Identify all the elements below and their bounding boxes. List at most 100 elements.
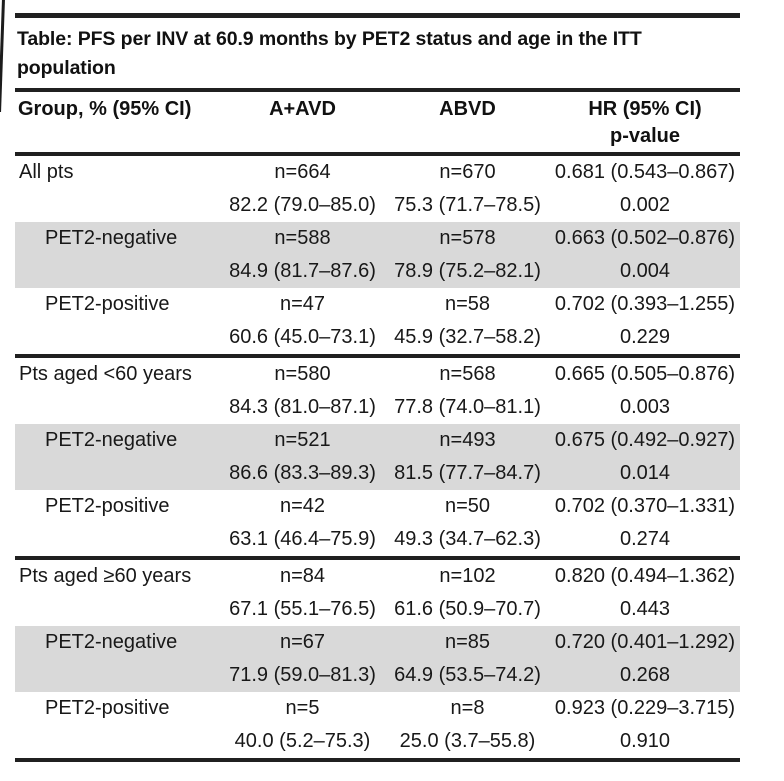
- cell-n-abvd: n=493: [385, 424, 550, 457]
- col-header-a-avd: A+AVD: [220, 92, 385, 156]
- cell-hr: 0.702 (0.370–1.331): [554, 495, 736, 517]
- cell-pct-aavd: 40.0 (5.2–75.3): [220, 725, 385, 762]
- cell-pct-aavd: 84.9 (81.7–87.6): [220, 255, 385, 288]
- table-row: PET2-negative n=588 n=578 0.663 (0.502–0…: [15, 222, 740, 255]
- cell-p-value: 0.910: [550, 725, 740, 762]
- cell-pct-aavd: 67.1 (55.1–76.5): [229, 598, 376, 620]
- cell-p-value: 0.002: [619, 194, 671, 216]
- cell-n-aavd: n=84: [220, 556, 385, 593]
- table-title: Table: PFS per INV at 60.9 months by PET…: [15, 18, 740, 88]
- top-rule: [15, 13, 740, 18]
- cell-pct-aavd: 71.9 (59.0–81.3): [220, 659, 385, 692]
- cell-n-aavd: n=521: [220, 424, 385, 457]
- cell-pct-abvd: 78.9 (75.2–82.1): [385, 255, 550, 288]
- cell-group: All pts: [19, 161, 74, 183]
- cell-pct-abvd: 61.6 (50.9–70.7): [394, 598, 541, 620]
- table-row: 86.6 (83.3–89.3) 81.5 (77.7–84.7) 0.014: [15, 457, 740, 490]
- table-row: All pts n=664 n=670 0.681 (0.543–0.867): [15, 154, 740, 189]
- cell-group-empty: [15, 593, 220, 626]
- cell-hr: 0.681 (0.543–0.867): [554, 161, 736, 183]
- cell-n-abvd: n=8: [450, 697, 485, 719]
- scan-edge-artifact: [0, 0, 5, 112]
- table-row: 60.6 (45.0–73.1) 45.9 (32.7–58.2) 0.229: [15, 321, 740, 356]
- cell-hr: 0.820 (0.494–1.362): [550, 556, 740, 593]
- cell-n-aavd: n=5: [285, 697, 320, 719]
- cell-pct-abvd: 75.3 (71.7–78.5): [394, 194, 541, 216]
- cell-hr: 0.675 (0.492–0.927): [550, 424, 740, 457]
- cell-p-value: 0.229: [619, 326, 671, 348]
- header-row: Group, % (95% CI) A+AVD ABVD HR (95% CI)…: [15, 92, 740, 156]
- table-row: PET2-negative n=67 n=85 0.720 (0.401–1.2…: [15, 626, 740, 659]
- cell-n-abvd: n=568: [385, 354, 550, 391]
- cell-pct-abvd: 45.9 (32.7–58.2): [394, 326, 541, 348]
- table-row: 82.2 (79.0–85.0) 75.3 (71.7–78.5) 0.002: [15, 189, 740, 222]
- table-row: 84.3 (81.0–87.1) 77.8 (74.0–81.1) 0.003: [15, 391, 740, 424]
- cell-group-empty: [15, 321, 220, 356]
- cell-pct-abvd: 64.9 (53.5–74.2): [385, 659, 550, 692]
- cell-pct-aavd: 63.1 (46.4–75.9): [229, 528, 376, 550]
- table-row: 84.9 (81.7–87.6) 78.9 (75.2–82.1) 0.004: [15, 255, 740, 288]
- cell-n-abvd: n=58: [444, 293, 491, 315]
- cell-group: Pts aged <60 years: [15, 354, 220, 391]
- cell-hr: 0.663 (0.502–0.876): [550, 222, 740, 255]
- table-row: 67.1 (55.1–76.5) 61.6 (50.9–70.7) 0.443: [15, 593, 740, 626]
- table-row: 40.0 (5.2–75.3) 25.0 (3.7–55.8) 0.910: [15, 725, 740, 762]
- cell-group: PET2-positive: [45, 293, 170, 315]
- cell-group: Pts aged ≥60 years: [15, 556, 220, 593]
- cell-n-aavd: n=580: [220, 354, 385, 391]
- col-header-hr-line2: p-value: [609, 125, 681, 147]
- col-header-hr: HR (95% CI) p-value: [550, 92, 740, 156]
- cell-n-abvd: n=102: [385, 556, 550, 593]
- cell-group-empty: [15, 391, 220, 424]
- cell-n-aavd: n=588: [220, 222, 385, 255]
- cell-n-abvd: n=670: [439, 161, 496, 183]
- table-row: 63.1 (46.4–75.9) 49.3 (34.7–62.3) 0.274: [15, 523, 740, 558]
- cell-hr: 0.665 (0.505–0.876): [550, 354, 740, 391]
- cell-group-empty: [15, 725, 220, 762]
- cell-pct-abvd: 49.3 (34.7–62.3): [394, 528, 541, 550]
- cell-pct-abvd: 81.5 (77.7–84.7): [385, 457, 550, 490]
- cell-hr: 0.702 (0.393–1.255): [554, 293, 736, 315]
- col-header-abvd: ABVD: [385, 92, 550, 156]
- cell-group: PET2-negative: [15, 626, 220, 659]
- cell-hr: 0.720 (0.401–1.292): [550, 626, 740, 659]
- cell-group-empty: [15, 189, 220, 222]
- cell-n-aavd: n=67: [220, 626, 385, 659]
- cell-p-value: 0.004: [550, 255, 740, 288]
- table-row: Pts aged ≥60 years n=84 n=102 0.820 (0.4…: [15, 556, 740, 593]
- cell-p-value: 0.268: [550, 659, 740, 692]
- table-body: All pts n=664 n=670 0.681 (0.543–0.867) …: [15, 154, 740, 762]
- cell-n-abvd: n=50: [444, 495, 491, 517]
- cell-pct-abvd: 77.8 (74.0–81.1): [394, 396, 541, 418]
- cell-p-value: 0.014: [550, 457, 740, 490]
- cell-p-value: 0.003: [619, 396, 671, 418]
- cell-n-aavd: n=42: [279, 495, 326, 517]
- cell-hr: 0.923 (0.229–3.715): [554, 697, 736, 719]
- cell-group: PET2-negative: [15, 222, 220, 255]
- table-row: PET2-negative n=521 n=493 0.675 (0.492–0…: [15, 424, 740, 457]
- table-row: 71.9 (59.0–81.3) 64.9 (53.5–74.2) 0.268: [15, 659, 740, 692]
- title-divider-rule: [15, 88, 740, 92]
- cell-group-empty: [15, 659, 220, 692]
- table-row: PET2-positive n=5 n=8 0.923 (0.229–3.715…: [15, 692, 740, 725]
- pfs-results-table: Group, % (95% CI) A+AVD ABVD HR (95% CI)…: [15, 92, 740, 762]
- cell-n-abvd: n=578: [385, 222, 550, 255]
- cell-n-abvd: n=85: [385, 626, 550, 659]
- cell-n-aavd: n=664: [274, 161, 331, 183]
- cell-p-value: 0.443: [619, 598, 671, 620]
- table-title-line2: population: [17, 57, 116, 79]
- table-row: PET2-positive n=47 n=58 0.702 (0.393–1.2…: [15, 288, 740, 321]
- col-header-group: Group, % (95% CI): [15, 92, 220, 156]
- table-header: Group, % (95% CI) A+AVD ABVD HR (95% CI)…: [15, 92, 740, 156]
- table-container: Table: PFS per INV at 60.9 months by PET…: [15, 13, 740, 762]
- cell-group: PET2-positive: [45, 697, 170, 719]
- cell-pct-aavd: 82.2 (79.0–85.0): [229, 194, 376, 216]
- table-row: PET2-positive n=42 n=50 0.702 (0.370–1.3…: [15, 490, 740, 523]
- cell-n-aavd: n=47: [279, 293, 326, 315]
- cell-group-empty: [15, 255, 220, 288]
- cell-group: PET2-negative: [15, 424, 220, 457]
- cell-pct-aavd: 60.6 (45.0–73.1): [229, 326, 376, 348]
- col-header-hr-line1: HR (95% CI): [588, 98, 702, 120]
- cell-group: PET2-positive: [45, 495, 170, 517]
